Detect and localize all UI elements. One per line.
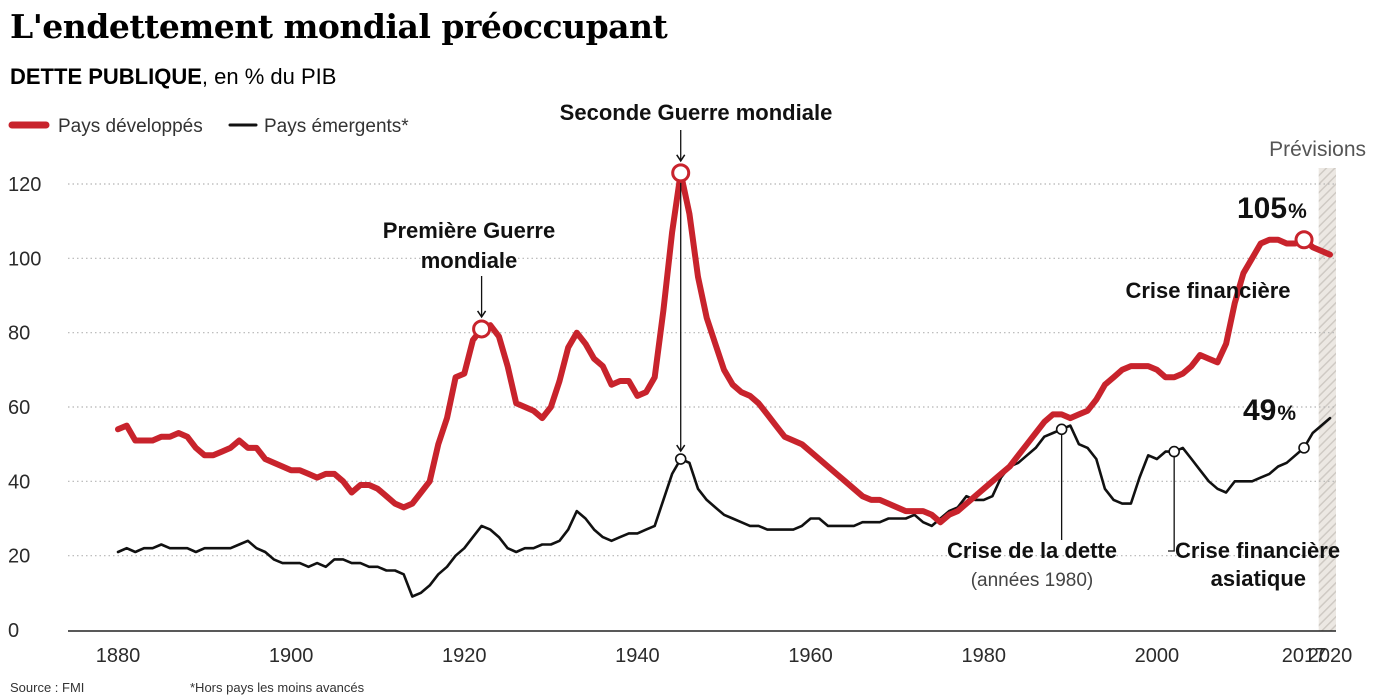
series-lines <box>115 169 1333 598</box>
y-tick-label: 20 <box>8 546 30 568</box>
x-tick-label: 1880 <box>96 645 141 667</box>
value-developed-2017: 105 <box>1237 192 1287 225</box>
annotation-ww2: Seconde Guerre mondiale <box>560 100 833 125</box>
legend-label-emerging: Pays émergents* <box>264 116 409 137</box>
subtitle-rest: , en % du PIB <box>202 64 337 89</box>
series-line-developed <box>115 169 1333 526</box>
marker-emerging-1989 <box>1055 423 1068 436</box>
subtitle-main: DETTE PUBLIQUE <box>10 64 202 89</box>
y-tick-label: 60 <box>8 397 30 419</box>
x-tick-label: 1940 <box>615 645 660 667</box>
marker-developed-2017 <box>1294 230 1314 250</box>
series-markers <box>472 163 1314 465</box>
annotation-leaders <box>476 130 1175 552</box>
leader-ww2-head <box>676 154 686 163</box>
annotation-asian-crisis-line2: asiatique <box>1211 566 1306 591</box>
gridlines <box>68 183 1336 557</box>
marker-emerging-1945 <box>674 453 687 465</box>
x-tick-label: 2017 <box>1282 645 1327 667</box>
forecast-label: Prévisions <box>1269 138 1366 161</box>
value-label-emerging-2017: 49% <box>1243 394 1296 427</box>
footer-source: Source : FMI <box>10 680 84 695</box>
marker-developed-1922 <box>472 319 492 339</box>
annotation-financial-crisis: Crise financière <box>1125 278 1290 303</box>
marker-emerging-2017 <box>1298 442 1310 454</box>
x-tick-label: 1980 <box>961 645 1006 667</box>
leader-ww1-head <box>476 310 487 319</box>
marker-developed-1945 <box>671 163 691 183</box>
marker-emerging-2002 <box>1168 445 1180 458</box>
annotation-asian-crisis-line1: Crise financière <box>1175 538 1340 563</box>
chart-subtitle: DETTE PUBLIQUE, en % du PIB <box>10 64 336 89</box>
forecast-band <box>1318 168 1336 631</box>
annotation-debt-crisis: Crise de la dette <box>947 538 1117 563</box>
legend: Pays développés Pays émergents* <box>8 116 409 137</box>
x-tick-label: 2020 <box>1308 645 1353 667</box>
x-tick-label: 1960 <box>788 645 833 667</box>
value-label-developed-2017: 105% <box>1237 192 1307 225</box>
annotation-debt-crisis-sub: (années 1980) <box>971 570 1094 591</box>
value-emerging-2017: 49 <box>1243 394 1276 427</box>
footer-note: *Hors pays les moins avancés <box>190 680 365 695</box>
y-tick-label: 0 <box>8 620 19 642</box>
leader-asian-crisis <box>1168 456 1175 552</box>
leader-ww2-emerging-head <box>676 444 686 453</box>
y-tick-label: 100 <box>8 248 41 270</box>
value-emerging-pct: % <box>1277 402 1296 425</box>
x-tick-label: 1900 <box>269 645 314 667</box>
y-axis-ticks: 0 20 40 60 80 100 120 <box>8 174 41 642</box>
legend-label-developed: Pays développés <box>58 116 203 137</box>
x-tick-label: 2000 <box>1135 645 1180 667</box>
annotation-ww1-line1: Première Guerre <box>383 218 555 243</box>
y-tick-label: 40 <box>8 471 30 493</box>
annotation-ww1-line2: mondiale <box>421 248 518 273</box>
chart-title: L'endettement mondial préoccupant <box>10 7 669 46</box>
y-tick-label: 80 <box>8 323 30 345</box>
x-tick-label: 1920 <box>442 645 487 667</box>
series-line-emerging <box>116 416 1332 598</box>
value-developed-pct: % <box>1288 200 1307 223</box>
y-tick-label: 120 <box>8 174 41 196</box>
